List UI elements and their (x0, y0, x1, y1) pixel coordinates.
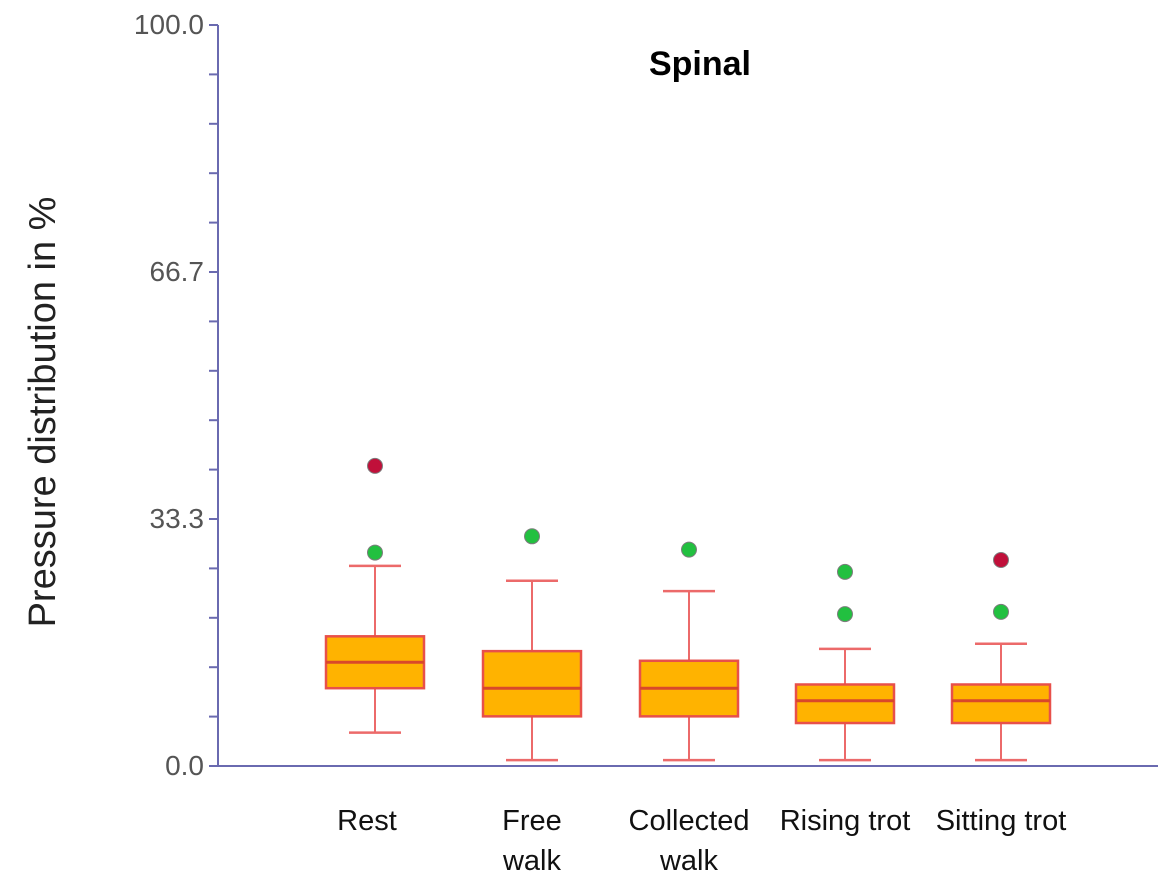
box-group (950, 552, 1052, 762)
x-category-label: Free (502, 805, 562, 837)
x-category-label: Sitting trot (936, 805, 1067, 837)
box-iqr (481, 649, 583, 718)
y-tick-label: 66.7 (150, 256, 205, 287)
x-category-label: Rest (337, 805, 397, 837)
outlier-far-point (993, 552, 1009, 569)
x-category-label: Collected (629, 805, 750, 837)
y-tick-label: 33.3 (150, 503, 205, 534)
outlier-point (367, 544, 383, 561)
y-axis-label: Pressure distribution in % (22, 197, 64, 628)
box-iqr (794, 683, 896, 725)
box-group (794, 563, 896, 762)
outlier-point (837, 606, 853, 623)
box-group (324, 457, 426, 734)
chart-title: Spinal (649, 45, 751, 83)
boxes (324, 457, 1052, 762)
axes (217, 25, 1158, 767)
y-ticks: 0.0 33.3 66.7 100.0 (134, 9, 218, 781)
x-category-label: walk (659, 845, 719, 875)
outlier-point (837, 563, 853, 580)
box-iqr (950, 683, 1052, 725)
x-category-labels: Rest Free walk Collected walk Rising trot Sitt… (337, 805, 1066, 875)
x-category-label: Rising trot (780, 805, 911, 837)
box-group (481, 528, 583, 762)
outlier-point (681, 541, 697, 558)
outlier-point (993, 603, 1009, 620)
y-tick-label: 0.0 (165, 750, 204, 781)
y-tick-label: 100.0 (134, 9, 204, 40)
x-category-label: walk (502, 845, 562, 875)
box-group (638, 541, 740, 762)
outlier-point (524, 528, 540, 545)
outlier-far-point (367, 457, 383, 474)
